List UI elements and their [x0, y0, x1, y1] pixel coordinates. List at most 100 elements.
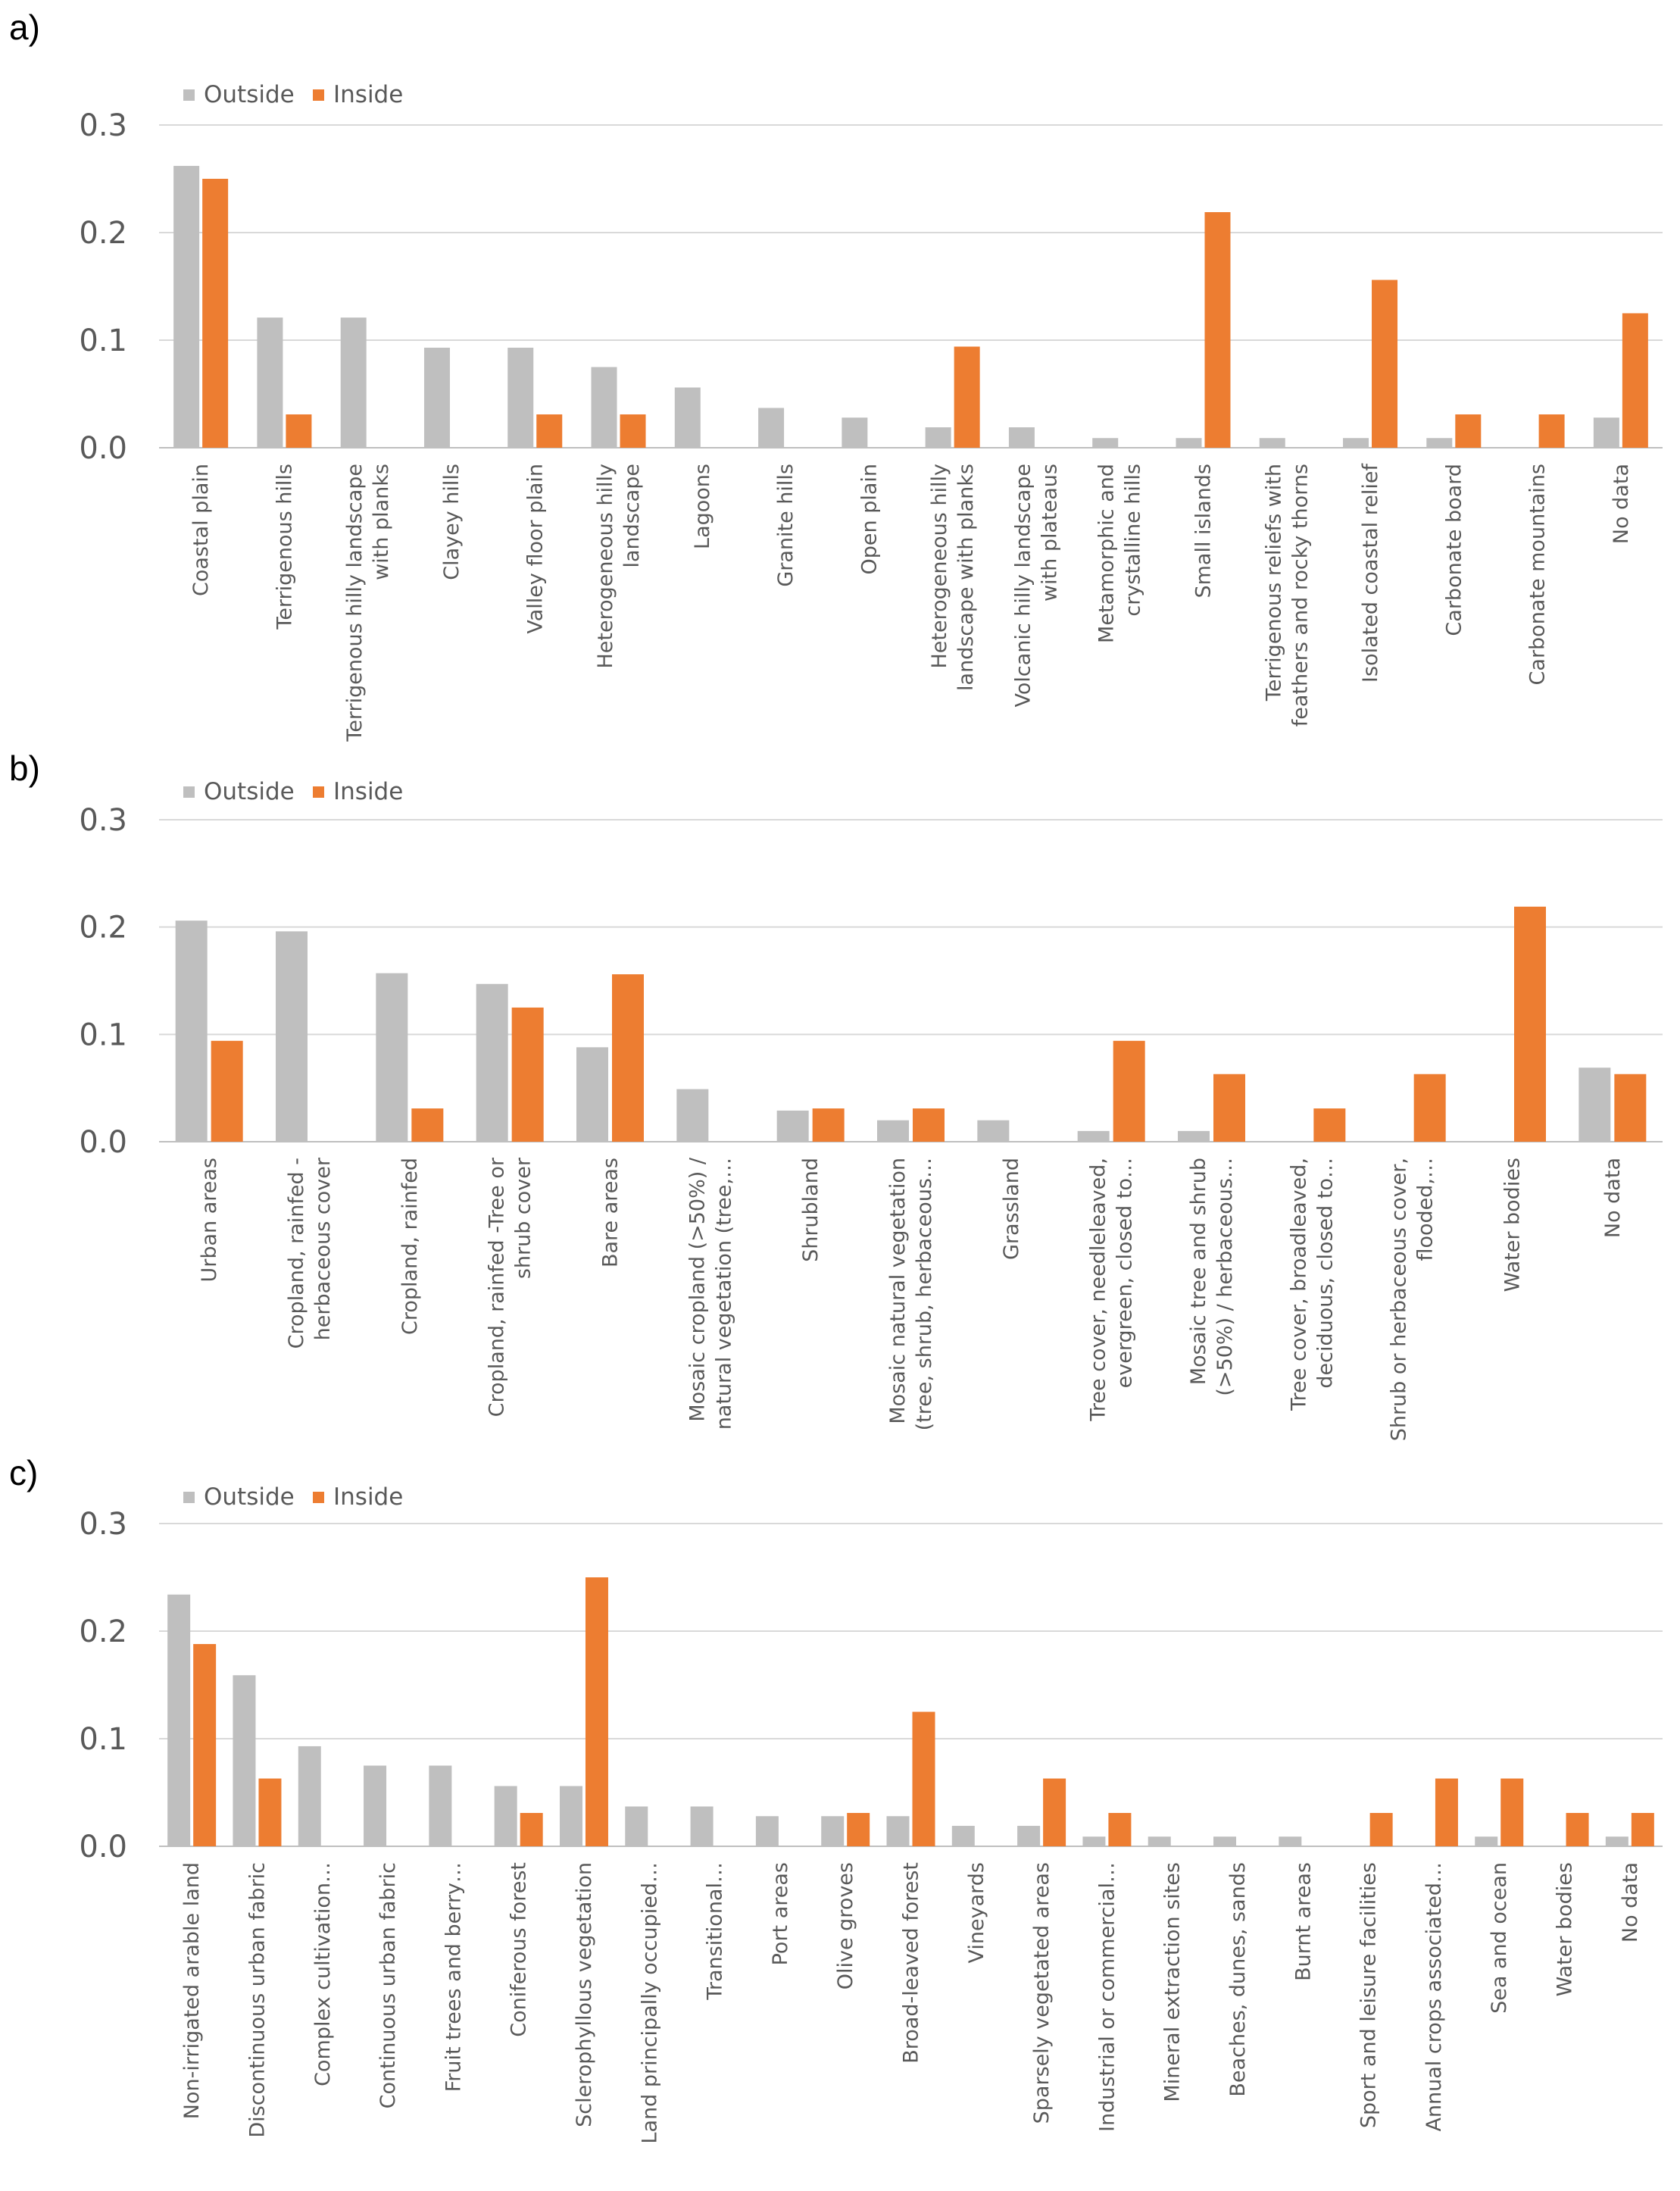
x-category-label: Granite hills: [774, 464, 798, 587]
y-tick-label: 0.0: [79, 431, 127, 466]
x-category-label: Lagoons: [691, 464, 714, 549]
x-category-label: Mosaic tree and shrub: [1187, 1158, 1210, 1385]
bar-outside: [755, 1816, 779, 1846]
bar-outside: [233, 1675, 256, 1846]
bar-outside: [494, 1786, 517, 1846]
bar-outside: [1148, 1836, 1171, 1846]
bar-inside: [585, 1577, 608, 1846]
bar-outside: [167, 1594, 191, 1846]
y-tick-label: 0.0: [79, 1125, 127, 1160]
legend-label-outside: Outside: [204, 81, 295, 108]
x-category-label: Volcanic hilly landscape: [1011, 464, 1035, 708]
x-category-label: with plateaus: [1038, 464, 1061, 602]
x-category-label: natural vegetation (tree,…: [712, 1158, 735, 1430]
bar-inside: [1566, 1812, 1589, 1846]
x-category-label: landscape with planks: [954, 464, 978, 691]
bar-outside: [1259, 438, 1285, 448]
bar-inside: [912, 1711, 935, 1846]
bar-outside: [674, 387, 701, 448]
x-category-label: Cropland, rainfed: [398, 1158, 422, 1335]
bar-inside: [1514, 906, 1546, 1142]
bar-inside: [520, 1812, 543, 1846]
x-category-label: Complex cultivation…: [311, 1862, 335, 2086]
x-category-label: deciduous, closed to…: [1313, 1158, 1337, 1389]
bar-outside: [1077, 1130, 1110, 1142]
y-tick-label: 0.1: [79, 1017, 127, 1052]
x-category-label: evergreen, closed to…: [1113, 1158, 1137, 1388]
bar-outside: [877, 1120, 909, 1142]
x-category-label: Land principally occupied…: [638, 1862, 661, 2144]
bar-outside: [1017, 1826, 1041, 1846]
legend-swatch-outside: [183, 786, 195, 798]
bar-inside: [812, 1108, 845, 1142]
x-category-label: Terrigenous hilly landscape: [343, 464, 367, 742]
bar-outside: [559, 1786, 582, 1846]
x-category-label: Sea and ocean: [1488, 1862, 1511, 2014]
bar-inside: [536, 414, 563, 448]
bar-outside: [175, 920, 208, 1142]
bar-outside: [376, 973, 408, 1142]
x-category-label: Shrubland: [799, 1158, 823, 1262]
x-category-label: Terrigenous hills: [273, 464, 296, 630]
bar-inside: [954, 346, 980, 448]
bar-outside: [1279, 1836, 1302, 1846]
bar-outside: [476, 983, 508, 1142]
x-category-label: Mineral extraction sites: [1161, 1862, 1185, 2102]
x-category-label: Sparsely vegetated areas: [1030, 1862, 1054, 2124]
bar-inside: [193, 1644, 217, 1846]
bar-outside: [676, 1089, 709, 1142]
x-category-label: Shrub or herbaceous cover,: [1388, 1158, 1411, 1441]
legend-swatch-inside: [313, 786, 324, 798]
y-tick-label: 0.3: [79, 1507, 127, 1542]
x-category-label: Fruit trees and berry…: [442, 1862, 465, 2092]
x-category-label: Sport and leisure facilities: [1357, 1862, 1381, 2128]
x-category-label: Cropland, rainfed -: [285, 1158, 308, 1349]
x-category-label: Coniferous forest: [507, 1862, 531, 2037]
bar-outside: [173, 165, 200, 448]
legend-label-outside: Outside: [204, 778, 295, 805]
x-category-label: No data: [1601, 1158, 1625, 1238]
x-category-label: Annual crops associated…: [1422, 1862, 1446, 2132]
bar-outside: [1213, 1836, 1237, 1846]
bar-inside: [258, 1778, 282, 1846]
x-category-label: Vineyards: [965, 1862, 988, 1963]
x-category-label: Grassland: [1000, 1158, 1023, 1260]
bar-outside: [977, 1120, 1010, 1142]
bar-inside: [1631, 1812, 1654, 1846]
x-category-label: Transitional…: [704, 1862, 727, 2001]
y-tick-label: 0.0: [79, 1830, 127, 1864]
bar-outside: [625, 1806, 648, 1846]
legend-swatch-outside: [183, 1492, 195, 1503]
bar-outside: [1475, 1836, 1498, 1846]
bar-inside: [1435, 1778, 1458, 1846]
x-category-label: Non-irrigated arable land: [180, 1862, 204, 2119]
panel-letter: b): [9, 749, 40, 788]
bar-outside: [842, 417, 868, 448]
x-category-label: Mosaic cropland (>50%) /: [685, 1157, 709, 1422]
x-category-label: Sclerophyllous vegetation: [573, 1862, 596, 2127]
panel-letter: c): [9, 1453, 38, 1492]
x-category-label: Heterogeneous hilly: [928, 464, 951, 669]
bar-outside: [429, 1765, 452, 1846]
bar-outside: [576, 1047, 608, 1142]
panel-letter: a): [9, 8, 40, 47]
bar-inside: [1614, 1074, 1647, 1142]
x-category-label: Water bodies: [1501, 1158, 1525, 1292]
x-category-label: Discontinuous urban fabric: [245, 1862, 269, 2138]
legend-swatch-inside: [313, 1492, 324, 1503]
bar-inside: [1369, 1812, 1393, 1846]
x-category-label: with planks: [370, 464, 393, 580]
bar-outside: [925, 427, 951, 448]
bar-outside: [1082, 1836, 1106, 1846]
bar-outside: [364, 1765, 387, 1846]
bar-inside: [913, 1108, 945, 1142]
x-category-label: Tree cover, broadleaved,: [1287, 1158, 1310, 1411]
x-category-label: Isolated coastal relief: [1359, 463, 1382, 683]
bar-outside: [1176, 438, 1202, 448]
chart-panel-2: b) 0.0 0.1 0.2 0.3 Outside Inside Urban areas Cr…: [9, 749, 1663, 1441]
bar-outside: [1605, 1836, 1628, 1846]
bar-inside: [620, 414, 646, 448]
bar-inside: [1213, 1074, 1245, 1142]
bar-outside: [423, 347, 450, 448]
